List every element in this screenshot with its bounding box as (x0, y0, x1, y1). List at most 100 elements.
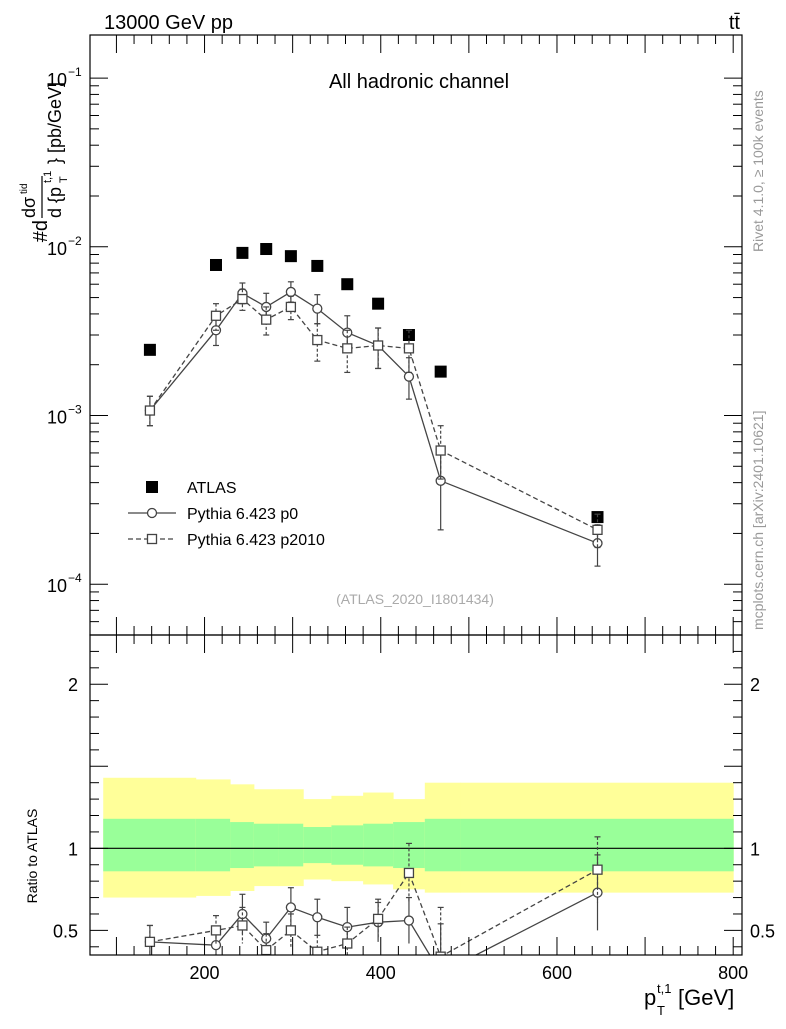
atlas-point (284, 250, 297, 263)
atlas-point (372, 297, 385, 310)
rivet-version-label: Rivet 4.1.0, ≥ 100k events (750, 90, 766, 252)
ratio-plot (144, 836, 603, 978)
y-tick-label: 10 (47, 70, 67, 90)
p2010-point (285, 301, 297, 313)
ratio-p0-point (285, 902, 297, 913)
p0-point (403, 371, 415, 382)
x-label-sup: t,1 (657, 981, 671, 996)
ratio-green-band (303, 827, 332, 864)
ratio-green-band (278, 823, 304, 867)
ratio-p2010-point (342, 938, 353, 949)
ratio-p2010-point (372, 913, 384, 925)
legend-p0-marker (146, 507, 158, 519)
ratio-y-tick-label-right: 1 (750, 839, 760, 859)
main-y-axis-label: #d dσ tid d {p T t,1 } [pb/GeV] (19, 82, 70, 242)
atlas-point (209, 258, 222, 271)
p2010-point (372, 340, 384, 351)
atlas-point (402, 329, 415, 341)
atlas-point (143, 343, 156, 356)
p2010-point (312, 334, 323, 346)
ratio-p2010-point (403, 867, 415, 879)
p2010-point (435, 445, 446, 456)
y-tick-label-exponent: −2 (68, 234, 82, 248)
y-tick-label: 10 (47, 576, 67, 596)
ratio-p2010-point (435, 951, 446, 955)
ratio-p2010-point (261, 944, 272, 955)
ratio-axes: 200 400 600 800 0.5 0.5 1 1 2 2 (53, 635, 775, 983)
atlas-point (434, 365, 447, 378)
x-label-p: p (644, 985, 656, 1010)
ratio-p0-point (436, 969, 445, 978)
y-label-denominator-sup: t,1 (42, 171, 54, 183)
analysis-label: (ATLAS_2020_I1801434) (336, 591, 494, 607)
process-label: tt̄ (729, 12, 741, 34)
ratio-green-band (195, 818, 231, 872)
y-tick-label: 10 (47, 239, 67, 259)
ratio-p2010-point (592, 864, 603, 875)
legend-p2010-marker (146, 533, 158, 545)
ratio-p0-point (403, 915, 415, 926)
ratio-p2010-point (144, 936, 156, 948)
ratio-y-tick-label-left: 1 (68, 839, 78, 859)
atlas-point (341, 278, 354, 291)
x-tick-label: 200 (190, 963, 220, 983)
legend: ATLAS Pythia 6.423 p0 Pythia 6.423 p2010 (128, 480, 325, 549)
x-label-sub: T (657, 1003, 665, 1018)
ratio-p2010-point (210, 925, 222, 936)
p2010-point (237, 293, 248, 305)
x-axis-label: p T t,1 [GeV] (644, 981, 734, 1018)
legend-p0-label: Pythia 6.423 p0 (187, 506, 298, 523)
y-label-numerator: dσ (19, 197, 39, 218)
ratio-y-tick-label-right: 2 (750, 675, 760, 695)
p0-point (285, 286, 297, 298)
p2010-point (592, 524, 603, 535)
y-tick-label-exponent: −4 (68, 571, 82, 585)
ratio-green-band (424, 818, 461, 872)
p2010-point (342, 343, 353, 354)
y-tick-label-exponent: −3 (68, 402, 82, 416)
atlas-point (260, 243, 273, 256)
ratio-green-band (331, 825, 364, 865)
ratio-green-band (460, 818, 734, 872)
mcplots-label: mcplots.cern.ch [arXiv:2401.10621] (750, 411, 766, 630)
y-label-denominator-tail: } [pb/GeV] (45, 82, 65, 164)
y-label-numerator-sup: tid (19, 183, 30, 194)
x-tick-label: 800 (718, 963, 748, 983)
x-label-unit: [GeV] (678, 985, 734, 1010)
ratio-p2010-point (237, 920, 248, 931)
ratio-p0-point (312, 912, 323, 923)
p2010-point (210, 310, 222, 321)
legend-atlas-label: ATLAS (187, 480, 237, 497)
y-label-denominator: d {p (45, 187, 65, 218)
y-tick-label: 10 (47, 407, 67, 427)
energy-label: 13000 GeV pp (104, 12, 233, 34)
y-label-hash: #d (30, 220, 52, 242)
ratio-y-tick-label-right: 0.5 (750, 921, 775, 941)
legend-p2010-label: Pythia 6.423 p2010 (187, 532, 325, 549)
ratio-y-tick-label-left: 0.5 (53, 921, 78, 941)
x-tick-label: 400 (366, 963, 396, 983)
p2010-point (261, 314, 272, 325)
main-axes: 10−110−210−310−4 (47, 35, 742, 636)
ratio-green-band (230, 822, 255, 869)
ratio-green-band (363, 823, 394, 867)
y-label-denominator-sub: T (58, 176, 70, 183)
atlas-point (311, 259, 324, 272)
y-tick-label-exponent: −1 (68, 65, 82, 79)
ratio-green-band (253, 823, 280, 867)
ratio-uncertainty-bands (90, 777, 742, 898)
legend-atlas-marker (146, 481, 158, 493)
chart-title: All hadronic channel (329, 71, 509, 93)
p2010-point (144, 405, 156, 416)
main-plot (143, 243, 604, 567)
ratio-y-axis-label: Ratio to ATLAS (24, 809, 40, 904)
ratio-p2010-point (312, 946, 323, 955)
p0-point (312, 303, 323, 314)
p2010-point (403, 343, 415, 354)
ratio-y-tick-label-left: 2 (68, 675, 78, 695)
ratio-p2010-point (285, 925, 297, 936)
atlas-point (236, 246, 249, 259)
x-tick-label: 600 (542, 963, 572, 983)
ratio-green-band (103, 818, 197, 872)
